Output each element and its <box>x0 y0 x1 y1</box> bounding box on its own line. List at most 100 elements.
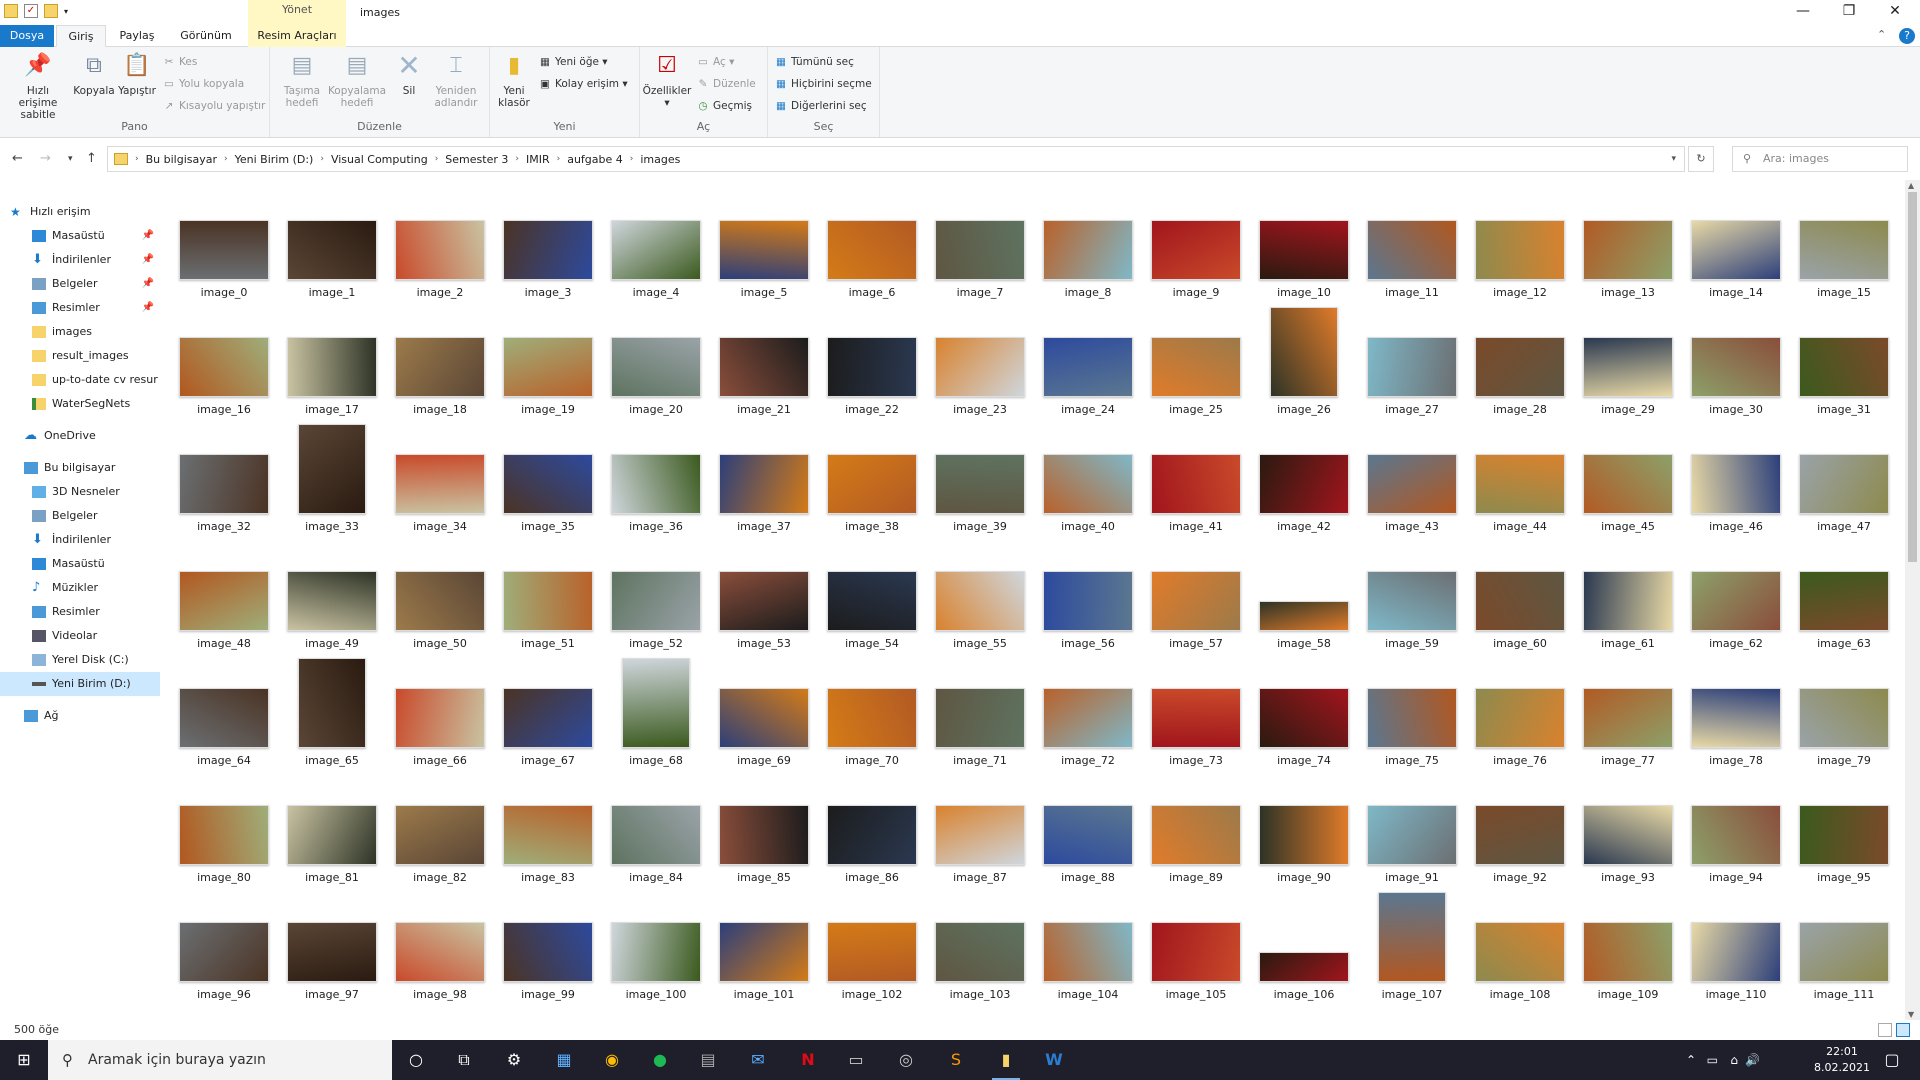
new-folder-icon[interactable] <box>44 4 58 18</box>
file-explorer-icon[interactable]: ▮ <box>992 1048 1020 1080</box>
breadcrumb-item[interactable]: images <box>640 152 681 166</box>
file-thumbnail[interactable]: image_14 <box>1682 180 1790 299</box>
file-thumbnail[interactable]: image_13 <box>1574 180 1682 299</box>
nav-onedrive[interactable]: ☁ OneDrive <box>24 428 96 443</box>
file-thumbnail[interactable]: image_10 <box>1250 180 1358 299</box>
file-thumbnail[interactable]: image_51 <box>494 531 602 650</box>
file-thumbnail[interactable]: image_17 <box>278 297 386 416</box>
file-thumbnail[interactable]: image_108 <box>1466 882 1574 1001</box>
tab-home[interactable]: Giriş <box>56 25 106 47</box>
properties-button[interactable]: ☑ Özellikler ▾ <box>642 53 692 110</box>
maximize-button[interactable]: ❐ <box>1842 3 1856 19</box>
file-thumbnail[interactable]: image_76 <box>1466 648 1574 767</box>
file-thumbnail[interactable]: image_35 <box>494 414 602 533</box>
nav-item-local-disk-c[interactable]: Yerel Disk (C:) <box>0 648 160 672</box>
file-thumbnail[interactable]: image_50 <box>386 531 494 650</box>
file-thumbnail[interactable]: image_111 <box>1790 882 1898 1001</box>
customize-dropdown-icon[interactable]: ▾ <box>64 6 69 16</box>
address-dropdown-icon[interactable]: ▾ <box>1671 154 1676 164</box>
file-thumbnail[interactable]: image_72 <box>1034 648 1142 767</box>
nav-item-music[interactable]: ♪ Müzikler <box>32 580 99 595</box>
tab-share[interactable]: Paylaş <box>119 29 155 42</box>
file-thumbnail[interactable]: image_110 <box>1682 882 1790 1001</box>
file-thumbnail[interactable]: image_56 <box>1034 531 1142 650</box>
nav-network[interactable]: Ağ <box>0 704 160 728</box>
file-thumbnail[interactable]: image_98 <box>386 882 494 1001</box>
windows-start-icon[interactable]: ⊞ <box>17 1050 31 1069</box>
file-thumbnail[interactable]: image_1 <box>278 180 386 299</box>
file-thumbnail[interactable]: image_49 <box>278 531 386 650</box>
file-thumbnail[interactable]: image_66 <box>386 648 494 767</box>
breadcrumb-item[interactable]: Visual Computing <box>330 152 428 166</box>
file-thumbnail[interactable]: image_42 <box>1250 414 1358 533</box>
file-thumbnail[interactable]: image_77 <box>1574 648 1682 767</box>
collapse-ribbon-icon[interactable]: ⌃ <box>1877 28 1887 41</box>
file-thumbnail[interactable]: image_26 <box>1250 297 1358 416</box>
file-thumbnail[interactable]: image_95 <box>1790 765 1898 884</box>
nav-item-images[interactable]: images <box>0 320 160 344</box>
open-button[interactable]: ▭ Aç ▾ <box>696 53 734 71</box>
file-thumbnail[interactable]: image_94 <box>1682 765 1790 884</box>
file-thumbnail[interactable]: image_74 <box>1250 648 1358 767</box>
file-thumbnail[interactable]: image_12 <box>1466 180 1574 299</box>
file-thumbnail[interactable]: image_16 <box>170 297 278 416</box>
close-button[interactable]: ✕ <box>1889 3 1901 19</box>
file-thumbnail[interactable]: image_46 <box>1682 414 1790 533</box>
file-thumbnail[interactable]: image_37 <box>710 414 818 533</box>
file-thumbnail[interactable]: image_106 <box>1250 882 1358 1001</box>
file-thumbnail[interactable]: image_34 <box>386 414 494 533</box>
scroll-down-icon[interactable]: ▼ <box>1908 1010 1915 1019</box>
file-thumbnail[interactable]: image_8 <box>1034 180 1142 299</box>
copy-to-button[interactable]: ▤ Kopyalama hedefi <box>327 53 387 110</box>
file-thumbnail[interactable]: image_65 <box>278 648 386 767</box>
file-thumbnail[interactable]: image_102 <box>818 882 926 1001</box>
file-thumbnail[interactable]: image_19 <box>494 297 602 416</box>
file-thumbnail[interactable]: image_5 <box>710 180 818 299</box>
nav-item-result-images[interactable]: result_images <box>0 344 160 368</box>
file-thumbnail[interactable]: image_22 <box>818 297 926 416</box>
file-thumbnail[interactable]: image_99 <box>494 882 602 1001</box>
file-thumbnail[interactable]: image_103 <box>926 882 1034 1001</box>
file-thumbnail[interactable]: image_64 <box>170 648 278 767</box>
mail-icon[interactable]: ✉ <box>751 1050 765 1069</box>
file-thumbnail[interactable]: image_62 <box>1682 531 1790 650</box>
select-none-button[interactable]: ▦ Hiçbirini seçme <box>774 75 872 93</box>
minimize-button[interactable]: — <box>1796 3 1810 19</box>
delete-button[interactable]: ✕ Sil <box>392 51 426 98</box>
settings-gear-icon[interactable]: ⚙ <box>506 1050 522 1069</box>
breadcrumb-item[interactable]: Yeni Birim (D:) <box>234 152 314 166</box>
forward-arrow-icon[interactable]: → <box>40 151 51 166</box>
refresh-icon[interactable]: ↻ <box>1688 146 1714 172</box>
file-thumbnail[interactable]: image_31 <box>1790 297 1898 416</box>
new-folder-button[interactable]: ▮ Yeni klasör <box>498 53 530 110</box>
move-to-button[interactable]: ▤ Taşıma hedefi <box>283 53 321 110</box>
paste-shortcut-button[interactable]: ↗ Kısayolu yapıştır <box>162 97 266 115</box>
sublime-text-icon[interactable]: S <box>950 1050 962 1069</box>
help-icon[interactable]: ? <box>1899 28 1915 44</box>
spotify-icon[interactable]: ● <box>653 1050 667 1069</box>
breadcrumb-item[interactable]: Semester 3 <box>445 152 509 166</box>
file-thumbnail[interactable]: image_69 <box>710 648 818 767</box>
file-thumbnail[interactable]: image_57 <box>1142 531 1250 650</box>
nav-item-3d-objects[interactable]: 3D Nesneler <box>0 480 160 504</box>
file-thumbnail[interactable]: image_27 <box>1358 297 1466 416</box>
breadcrumb-item[interactable]: Bu bilgisayar <box>145 152 218 166</box>
file-thumbnail[interactable]: image_0 <box>170 180 278 299</box>
address-bar[interactable]: › Bu bilgisayar › Yeni Birim (D:) › Visual… <box>107 146 1685 172</box>
breadcrumb-item[interactable]: aufgabe 4 <box>567 152 623 166</box>
clock[interactable]: 22:01 8.02.2021 <box>1812 1044 1872 1076</box>
file-thumbnail[interactable]: image_81 <box>278 765 386 884</box>
easy-access-button[interactable]: ▣ Kolay erişim ▾ <box>538 75 628 93</box>
file-thumbnail[interactable]: image_67 <box>494 648 602 767</box>
file-thumbnail[interactable]: image_70 <box>818 648 926 767</box>
file-thumbnail[interactable]: image_28 <box>1466 297 1574 416</box>
file-thumbnail[interactable]: image_58 <box>1250 531 1358 650</box>
file-thumbnail[interactable]: image_63 <box>1790 531 1898 650</box>
file-thumbnail[interactable]: image_11 <box>1358 180 1466 299</box>
file-thumbnail[interactable]: image_97 <box>278 882 386 1001</box>
file-thumbnail[interactable]: image_25 <box>1142 297 1250 416</box>
tray-chevron-icon[interactable]: ⌃ <box>1685 1053 1696 1067</box>
file-thumbnail[interactable]: image_33 <box>278 414 386 533</box>
file-thumbnail[interactable]: image_91 <box>1358 765 1466 884</box>
file-thumbnail[interactable]: image_104 <box>1034 882 1142 1001</box>
